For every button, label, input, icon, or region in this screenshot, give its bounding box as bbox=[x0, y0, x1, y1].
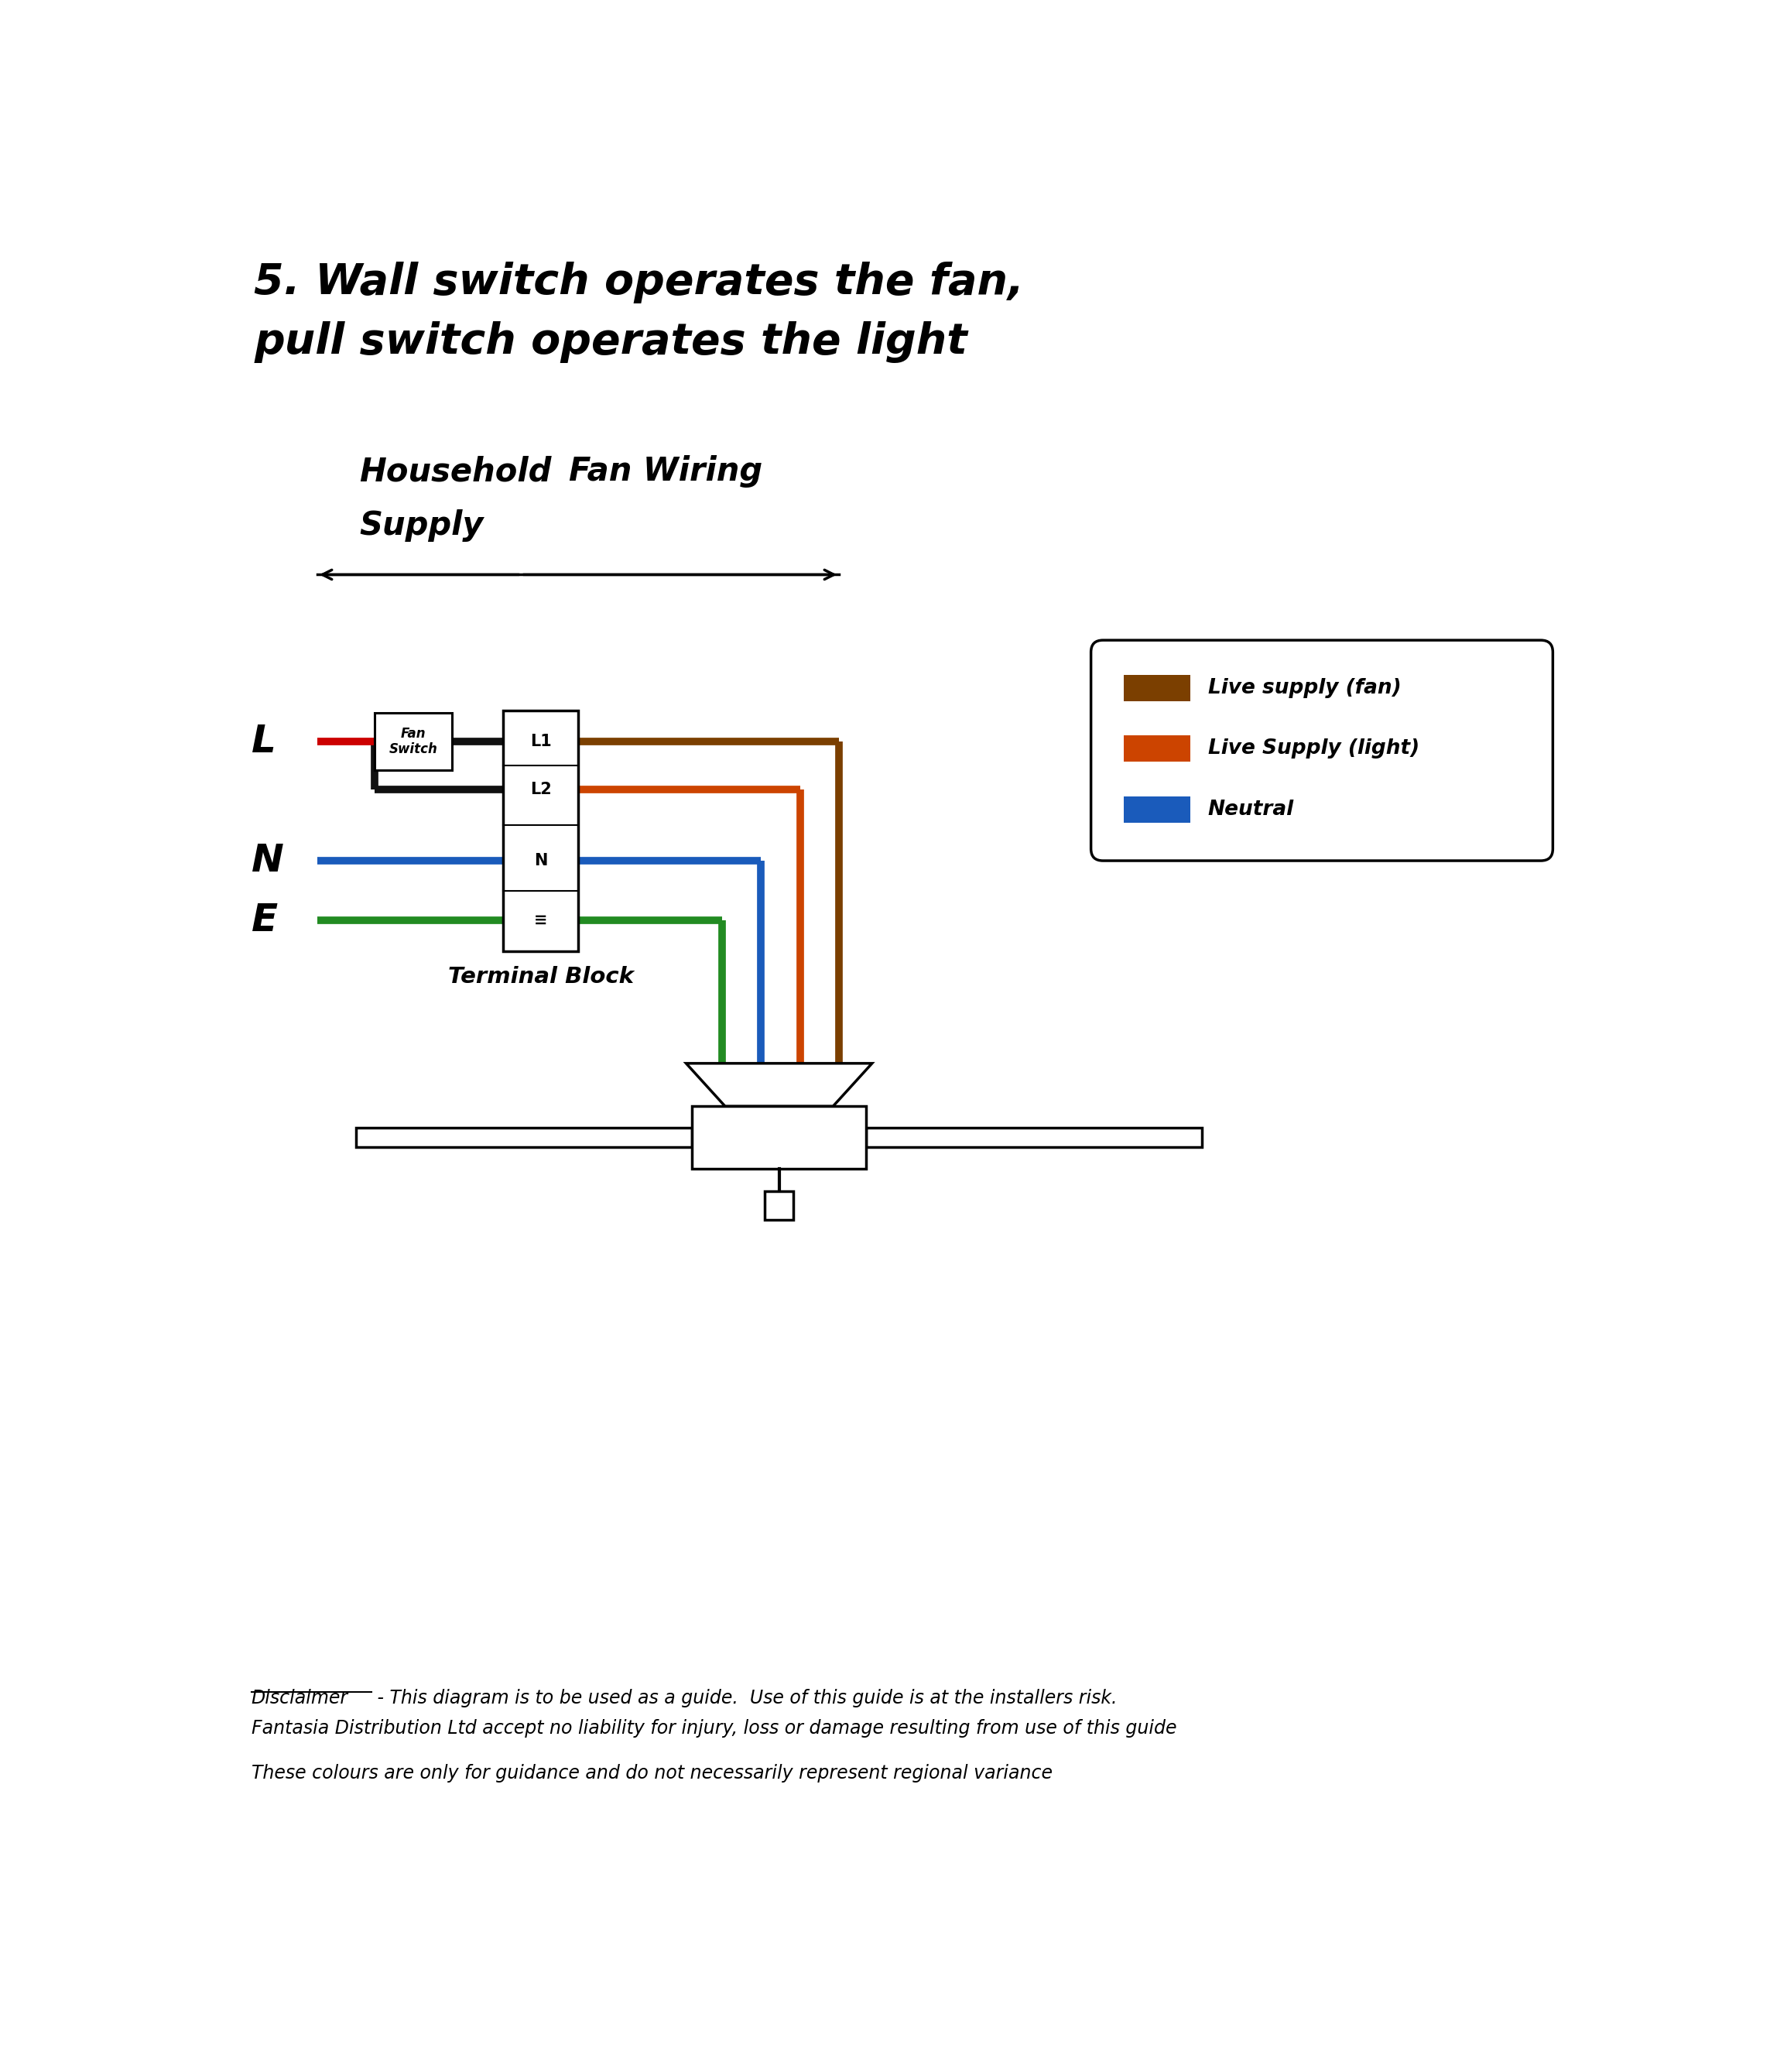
Text: Supply: Supply bbox=[359, 510, 483, 541]
Text: Fan
Switch: Fan Switch bbox=[389, 727, 437, 756]
FancyBboxPatch shape bbox=[1124, 675, 1189, 700]
Text: Live Supply (light): Live Supply (light) bbox=[1207, 738, 1420, 758]
Text: These colours are only for guidance and do not necessarily represent regional va: These colours are only for guidance and … bbox=[251, 1763, 1053, 1782]
Text: L: L bbox=[251, 723, 276, 760]
Text: Disclaimer: Disclaimer bbox=[251, 1689, 349, 1707]
Text: ≡: ≡ bbox=[535, 912, 547, 928]
Text: Terminal Block: Terminal Block bbox=[448, 966, 634, 988]
Text: Live supply (fan): Live supply (fan) bbox=[1207, 678, 1402, 698]
FancyBboxPatch shape bbox=[1124, 796, 1189, 823]
Polygon shape bbox=[687, 1063, 873, 1106]
Text: N: N bbox=[535, 854, 547, 868]
Text: N: N bbox=[251, 841, 283, 879]
FancyBboxPatch shape bbox=[1124, 736, 1189, 762]
FancyBboxPatch shape bbox=[1090, 640, 1552, 860]
FancyBboxPatch shape bbox=[503, 711, 579, 951]
Text: E: E bbox=[251, 901, 278, 939]
FancyBboxPatch shape bbox=[356, 1127, 692, 1148]
Text: pull switch operates the light: pull switch operates the light bbox=[255, 321, 968, 363]
Text: 5. Wall switch operates the fan,: 5. Wall switch operates the fan, bbox=[255, 261, 1025, 303]
Text: - This diagram is to be used as a guide.  Use of this guide is at the installers: - This diagram is to be used as a guide.… bbox=[372, 1689, 1117, 1707]
FancyBboxPatch shape bbox=[692, 1106, 866, 1169]
Text: L2: L2 bbox=[529, 781, 552, 798]
FancyBboxPatch shape bbox=[866, 1127, 1202, 1148]
FancyBboxPatch shape bbox=[373, 713, 451, 771]
FancyBboxPatch shape bbox=[765, 1191, 793, 1220]
Text: L1: L1 bbox=[529, 733, 552, 750]
Text: Neutral: Neutral bbox=[1207, 800, 1294, 821]
Text: Fan Wiring: Fan Wiring bbox=[570, 456, 763, 487]
Text: Household: Household bbox=[359, 456, 552, 487]
Text: Fantasia Distribution Ltd accept no liability for injury, loss or damage resulti: Fantasia Distribution Ltd accept no liab… bbox=[251, 1720, 1177, 1738]
